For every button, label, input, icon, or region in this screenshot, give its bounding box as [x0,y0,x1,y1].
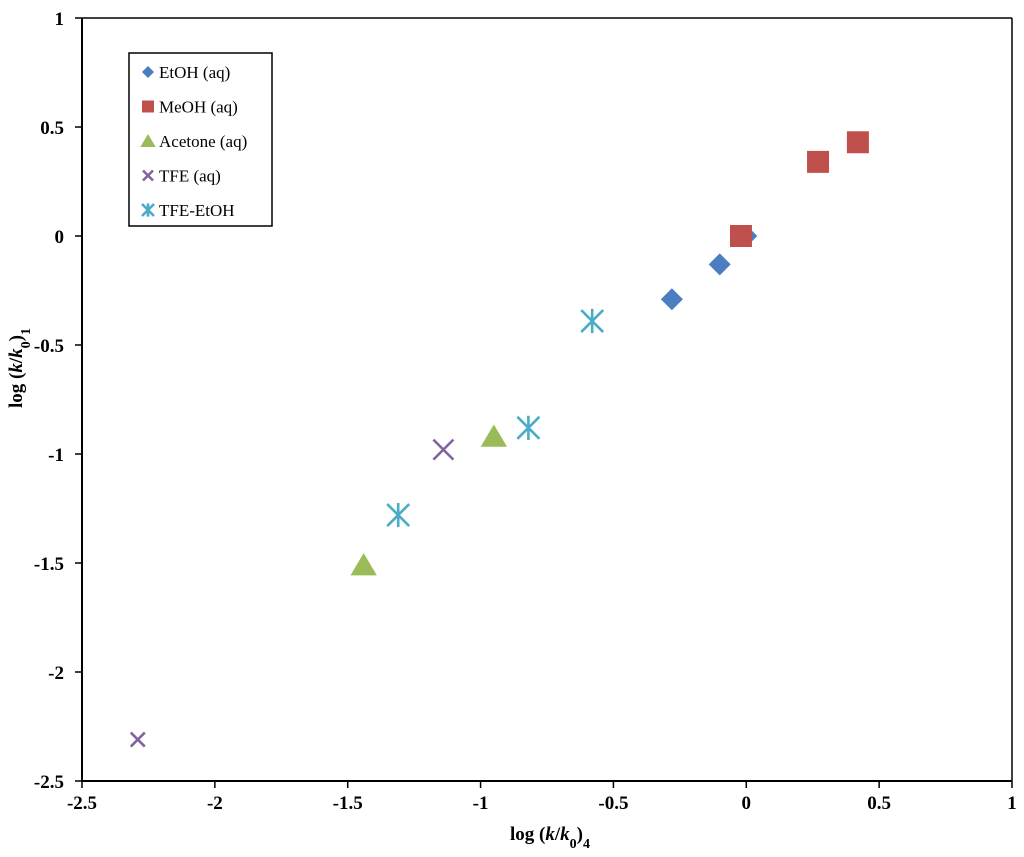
legend-label: TFE (aq) [159,167,221,186]
legend-marker [142,66,154,78]
legend-marker [142,169,154,182]
data-point [729,225,752,247]
y-tick-label: -0.5 [34,336,64,357]
y-tick-label: -2.5 [34,772,64,793]
data-point [807,150,830,173]
data-point [708,253,731,276]
legend-label: EtOH (aq) [159,63,230,82]
series-tfe-aq [129,438,455,748]
data-point [129,731,146,748]
x-tick-label: 0 [742,793,752,814]
x-tick-label: -2.5 [67,793,97,814]
legend: EtOH (aq) MeOH (aq) Acetone (aq) TFE (aq) TF… [128,52,273,227]
x-axis-ticks: -2.5 -2 -1.5 -1 -0.5 0 0.5 1 [67,781,1017,814]
y-axis-ticks: 1 0.5 0 -0.5 -1 -1.5 -2 -2.5 [34,9,82,793]
x-axis-title: log (k/k0)4 [510,824,590,852]
data-point [432,438,455,461]
legend-label: Acetone (aq) [159,132,247,151]
data-point [846,131,869,154]
series-acetone-aq [350,424,508,576]
legend-label: MeOH (aq) [159,98,238,117]
x-tick-label: -0.5 [598,793,628,814]
x-tick-label: -2 [207,793,223,814]
legend-marker [141,203,155,217]
y-tick-label: 0 [55,227,65,248]
legend-label: TFE-EtOH [159,201,235,220]
series-tfe-etoh [386,308,605,528]
x-tick-label: -1 [473,793,489,814]
x-tick-label: -1.5 [333,793,363,814]
data-point [386,502,411,528]
y-axis-title: log (k/k0)1 [6,328,34,408]
y-tick-label: -2 [48,663,64,684]
x-tick-label: 0.5 [867,793,891,814]
y-tick-label: 1 [55,9,65,30]
data-point [580,308,605,334]
data-point [516,415,541,440]
x-tick-label: 1 [1007,793,1017,814]
data-point [480,424,508,447]
y-tick-label: -1 [48,445,64,466]
axes [81,17,1013,782]
series-meoh-aq [729,131,869,247]
legend-box [128,52,273,227]
data-point [660,288,683,311]
data-points [129,131,869,748]
data-point [350,553,377,576]
y-tick-label: 0.5 [40,118,64,139]
legend-marker [142,100,154,113]
y-tick-label: -1.5 [34,554,64,575]
legend-marker [140,134,156,147]
